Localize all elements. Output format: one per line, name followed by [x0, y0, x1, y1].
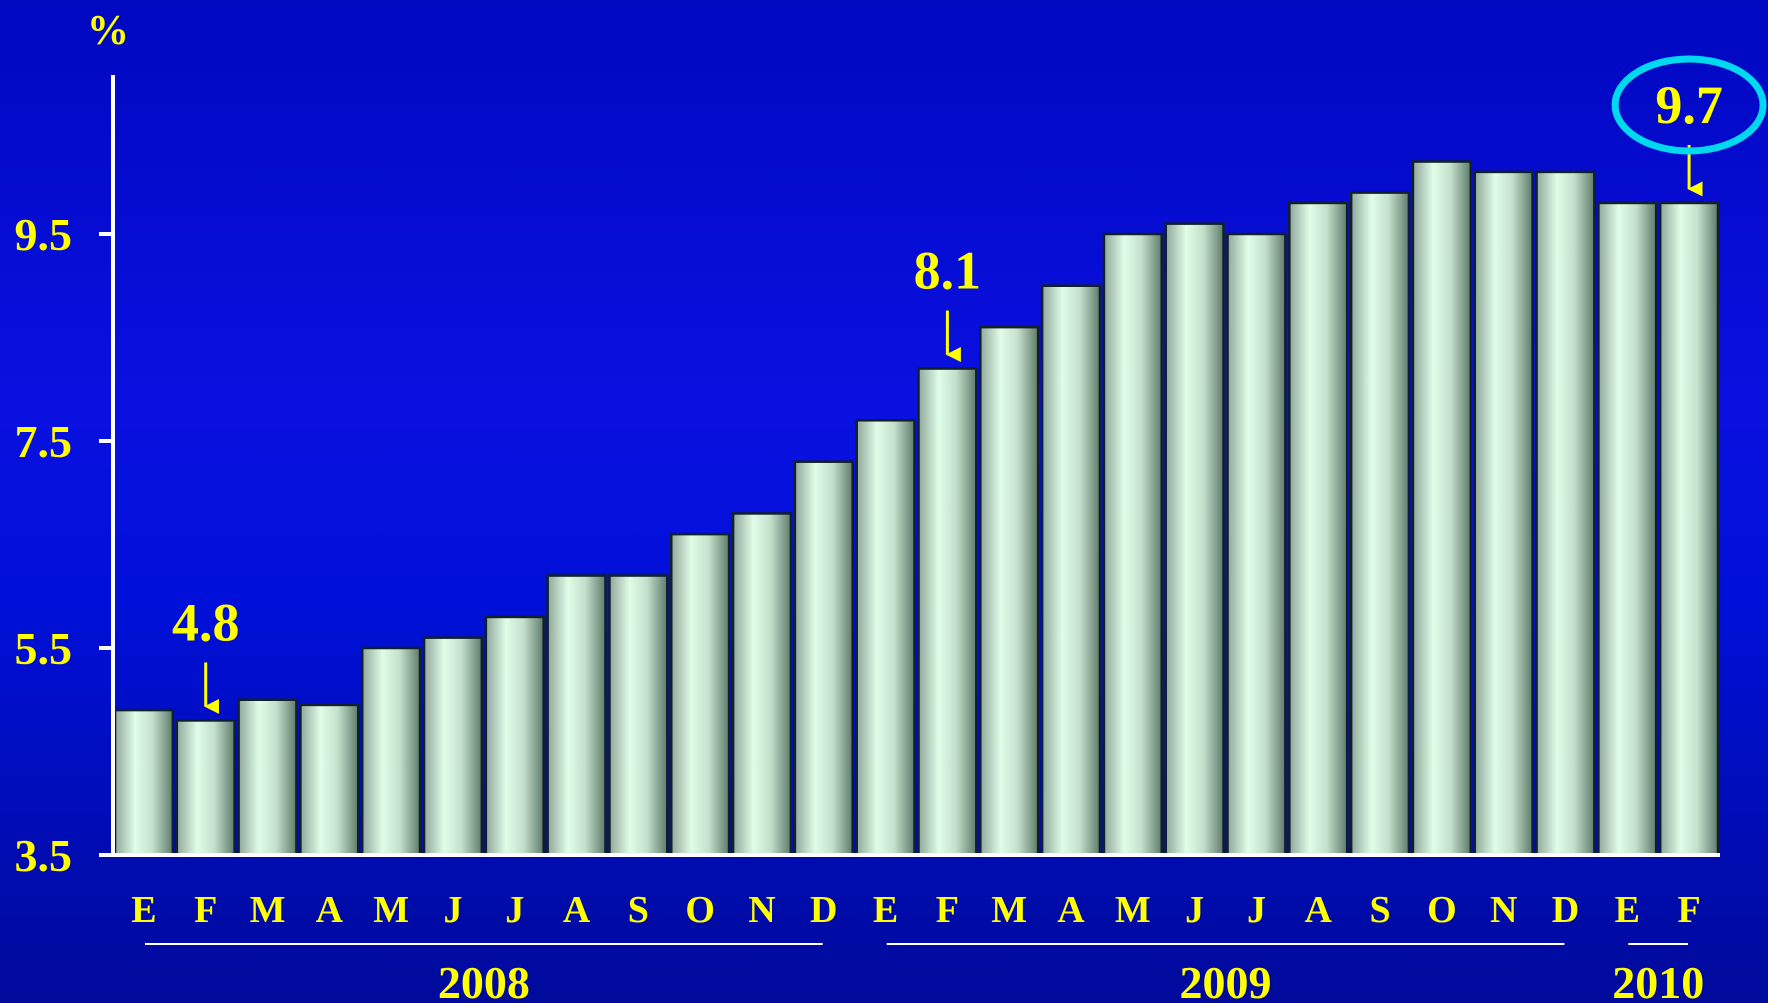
- callout-circle-2: [1611, 55, 1767, 155]
- callout-label-0: 4.8: [172, 592, 240, 652]
- bar-25: [1658, 201, 1720, 857]
- bar-1: [175, 719, 236, 857]
- x-tick-label-6: J: [505, 889, 524, 931]
- bar-14: [979, 325, 1040, 857]
- y-unit-label: %: [87, 8, 129, 54]
- x-tick-label-13: F: [936, 889, 959, 931]
- x-tick-label-3: A: [316, 889, 344, 931]
- labels: 3.55.57.59.5%E F M A M J J A S O N D E F M A M J J A S O N D E F2…: [15, 8, 1705, 1003]
- bar-11: [793, 460, 854, 857]
- bar-2: [237, 698, 298, 857]
- x-tick-label-25: F: [1677, 889, 1700, 931]
- bar-0: [113, 708, 175, 857]
- y-tick-label-0: 3.5: [15, 830, 73, 881]
- bar-3: [299, 703, 360, 857]
- x-tick-label-24: E: [1615, 889, 1640, 931]
- bar-10: [731, 512, 793, 857]
- x-tick-label-10: N: [748, 889, 775, 931]
- y-tick-label-2: 7.5: [15, 416, 73, 467]
- x-tick-label-2: M: [250, 889, 286, 931]
- bar-9: [670, 532, 731, 857]
- x-tick-label-14: M: [991, 889, 1027, 931]
- bar-8: [608, 574, 669, 857]
- x-tick-label-23: D: [1552, 889, 1579, 931]
- bar-17: [1164, 222, 1225, 857]
- bar-22: [1473, 170, 1534, 857]
- x-tick-label-17: J: [1185, 889, 1204, 931]
- bar-13: [917, 367, 978, 857]
- x-tick-label-5: J: [443, 889, 462, 931]
- x-tick-label-20: S: [1369, 889, 1390, 931]
- axes: [99, 75, 1720, 857]
- annotations: 4.8 8.1 9.7: [172, 55, 1767, 714]
- x-tick-label-7: A: [563, 889, 591, 931]
- bar-20: [1349, 191, 1411, 857]
- bar-16: [1102, 232, 1163, 857]
- x-tick-label-12: E: [873, 889, 898, 931]
- year-label-0: 2008: [438, 957, 530, 1003]
- bar-7: [546, 574, 607, 857]
- year-label-2: 2010: [1612, 957, 1704, 1003]
- bar-21: [1411, 160, 1473, 857]
- x-tick-label-21: O: [1427, 889, 1457, 931]
- x-tick-label-16: M: [1115, 889, 1151, 931]
- bar-23: [1535, 170, 1596, 857]
- x-tick-label-1: F: [194, 889, 217, 931]
- bar-4: [360, 646, 422, 857]
- bar-18: [1226, 232, 1287, 857]
- bar-12: [855, 419, 916, 857]
- callout-label-1: 8.1: [914, 241, 982, 301]
- bar-6: [484, 615, 545, 857]
- callout-label-2: 9.7: [1655, 75, 1723, 135]
- x-tick-label-0: E: [131, 889, 156, 931]
- bar-15: [1040, 284, 1102, 857]
- x-tick-label-9: O: [685, 889, 715, 931]
- bar-24: [1597, 201, 1658, 857]
- x-tick-label-15: A: [1057, 889, 1085, 931]
- year-label-1: 2009: [1180, 957, 1272, 1003]
- bars: [113, 160, 1720, 857]
- y-tick-label-3: 9.5: [15, 209, 73, 260]
- bar-5: [422, 636, 484, 857]
- x-tick-label-4: M: [373, 889, 409, 931]
- bar-19: [1288, 201, 1349, 857]
- y-tick-label-1: 5.5: [15, 623, 73, 674]
- x-tick-label-22: N: [1490, 889, 1517, 931]
- x-tick-label-8: S: [628, 889, 649, 931]
- x-tick-label-18: J: [1247, 889, 1266, 931]
- x-tick-label-19: A: [1305, 889, 1333, 931]
- x-tick-label-11: D: [810, 889, 837, 931]
